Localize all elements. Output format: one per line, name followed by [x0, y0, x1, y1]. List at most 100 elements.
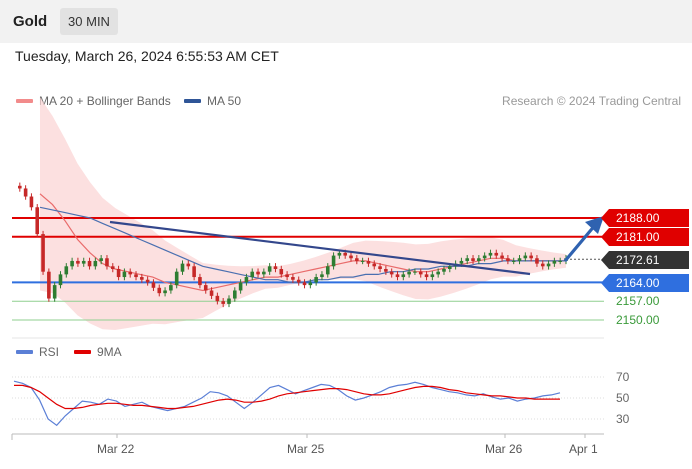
- candle-body: [169, 285, 173, 291]
- rsi-swatch: [16, 350, 33, 354]
- candle-body: [407, 271, 411, 275]
- candle-body: [52, 285, 57, 299]
- support-1-label: 2164.00: [601, 274, 689, 292]
- candle-body: [250, 271, 255, 278]
- candle-body: [320, 274, 324, 278]
- rsi-tick-30: 30: [616, 412, 630, 426]
- candle-body: [29, 196, 34, 208]
- candle-body: [180, 263, 185, 272]
- candle-body: [436, 271, 440, 275]
- legend-rsi: RSI: [16, 345, 59, 359]
- candle-body: [151, 282, 156, 288]
- candle-body: [41, 234, 45, 272]
- rsi-tick-50: 50: [616, 391, 630, 405]
- candle-body: [140, 277, 144, 280]
- candle-body: [413, 271, 417, 273]
- candle-body: [23, 188, 28, 197]
- legend-ma50-label: MA 50: [207, 94, 242, 108]
- candle-body: [418, 271, 423, 275]
- candle-body: [500, 255, 504, 259]
- legend-ma50: MA 50: [184, 94, 241, 108]
- candle-body: [482, 255, 487, 259]
- candle-body: [442, 269, 446, 272]
- legend-9ma-label: 9MA: [97, 345, 122, 359]
- candle-body: [366, 260, 371, 264]
- candle-body: [186, 263, 191, 267]
- candle-body: [360, 260, 365, 262]
- candle-body: [471, 258, 475, 261]
- candle-body: [256, 271, 260, 275]
- 9ma-swatch: [74, 350, 91, 354]
- candle-body: [291, 277, 295, 280]
- candle-body: [302, 282, 307, 286]
- x-tick-mar22: Mar 22: [97, 442, 135, 456]
- candle-body: [134, 274, 138, 278]
- candle-body: [384, 269, 388, 272]
- candle-body: [262, 271, 266, 275]
- candle-body: [157, 287, 162, 294]
- candle-body: [221, 301, 225, 304]
- candle-body: [314, 277, 318, 283]
- candle-body: [517, 258, 522, 261]
- legend-ma20: MA 20 + Bollinger Bands: [16, 94, 171, 108]
- candle-body: [203, 285, 208, 291]
- candle-body: [273, 266, 278, 269]
- candle-body: [494, 252, 499, 256]
- candle-body: [116, 269, 121, 278]
- candle-body: [110, 266, 115, 269]
- x-tick-mar25: Mar 25: [287, 442, 325, 456]
- ma20-swatch: [16, 99, 33, 103]
- candle-body: [296, 279, 301, 283]
- legend-9ma: 9MA: [74, 345, 122, 359]
- candle-body: [64, 266, 69, 275]
- candle-body: [215, 295, 220, 302]
- candle-body: [378, 266, 382, 269]
- candle-body: [349, 255, 353, 259]
- candle-body: [337, 252, 342, 256]
- candle-body: [128, 271, 133, 275]
- candle-body: [192, 266, 196, 278]
- ma50-line: [39, 206, 566, 283]
- candle-body: [430, 274, 435, 278]
- candle-body: [477, 258, 481, 261]
- candle-body: [18, 185, 22, 189]
- candle-body: [93, 260, 98, 267]
- current-price-label: 2172.61: [601, 251, 689, 269]
- timeframe-button[interactable]: 30 MIN: [60, 8, 118, 35]
- candle-body: [105, 258, 109, 267]
- candle-body: [447, 266, 452, 269]
- rsi-tick-70: 70: [616, 370, 630, 384]
- candle-body: [308, 282, 313, 286]
- candle-body: [401, 274, 406, 278]
- candle-body: [70, 260, 74, 267]
- candle-body: [529, 255, 533, 259]
- candle-body: [546, 263, 551, 267]
- candle-body: [285, 274, 289, 278]
- resistance-2-label: 2188.00: [601, 209, 689, 227]
- candle-body: [244, 277, 249, 283]
- candle-body: [331, 255, 336, 267]
- candle-body: [343, 252, 347, 256]
- candle-body: [389, 271, 394, 275]
- source-credit: Research © 2024 Trading Central: [502, 94, 681, 108]
- candle-body: [163, 290, 167, 294]
- ma50-swatch: [184, 99, 201, 103]
- candle-body: [535, 258, 539, 264]
- candle-body: [267, 266, 272, 272]
- resistance-1-label: 2181.00: [601, 228, 689, 246]
- forecast-arrow-shaft: [563, 222, 598, 263]
- candle-body: [506, 258, 510, 261]
- candle-body: [540, 263, 545, 267]
- candle-body: [145, 279, 150, 283]
- instrument-title: Gold: [13, 13, 48, 30]
- candle-body: [523, 255, 528, 259]
- candle-body: [511, 260, 516, 262]
- candle-body: [35, 207, 40, 235]
- candle-body: [47, 271, 51, 299]
- candle-body: [99, 258, 103, 261]
- legend-ma20-label: MA 20 + Bollinger Bands: [39, 94, 171, 108]
- candle-body: [122, 271, 127, 278]
- bollinger-band: [40, 97, 566, 330]
- forecast-arrow-head: [585, 216, 604, 234]
